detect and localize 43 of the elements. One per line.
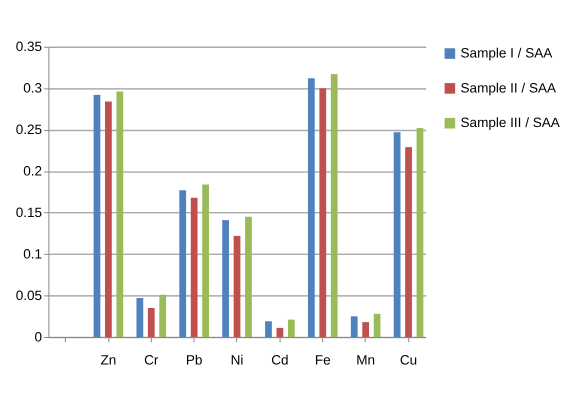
x-tick-label: Ni <box>230 352 244 368</box>
bar <box>105 102 112 338</box>
bar <box>288 320 295 338</box>
bar <box>319 88 326 338</box>
y-tick-label: 0.35 <box>16 39 42 54</box>
bar <box>416 128 424 338</box>
x-tick-label: Fe <box>314 352 331 368</box>
bar <box>276 328 284 338</box>
y-tick-label: 0.05 <box>16 288 42 303</box>
bar <box>234 236 240 338</box>
bar <box>350 316 358 338</box>
bar <box>116 92 124 338</box>
x-tick-label: Zn <box>100 352 116 368</box>
y-tick-label: 0.15 <box>16 204 42 220</box>
bar <box>330 74 338 338</box>
bar <box>362 322 370 338</box>
bar <box>405 147 412 338</box>
x-tick-label: Mn <box>356 352 376 368</box>
legend-label: Sample II / SAA <box>460 80 556 96</box>
bar <box>245 216 252 338</box>
bar <box>136 298 144 338</box>
bar <box>94 94 100 338</box>
y-tick-label: 0.3 <box>23 80 42 96</box>
bar <box>159 294 166 338</box>
y-tick-label: 0.1 <box>23 246 42 262</box>
bar <box>308 78 315 338</box>
bar <box>148 308 155 338</box>
x-tick-label: Cu <box>400 352 418 368</box>
bar <box>179 190 186 338</box>
y-tick-label: 0.25 <box>16 122 42 138</box>
bar <box>222 220 229 338</box>
bar <box>374 314 380 338</box>
bar <box>265 321 272 338</box>
x-tick-label: Pb <box>186 352 202 368</box>
x-tick-label: Cd <box>271 352 289 368</box>
legend-label: Sample I / SAA <box>460 45 552 60</box>
bar <box>202 184 209 338</box>
x-tick-label: Cr <box>144 352 159 368</box>
y-tick-label: 0 <box>34 329 42 344</box>
y-tick-label: 0.2 <box>23 164 42 179</box>
bar <box>394 132 400 338</box>
legend-label: Sample III / SAA <box>460 115 560 130</box>
bar <box>190 198 198 338</box>
